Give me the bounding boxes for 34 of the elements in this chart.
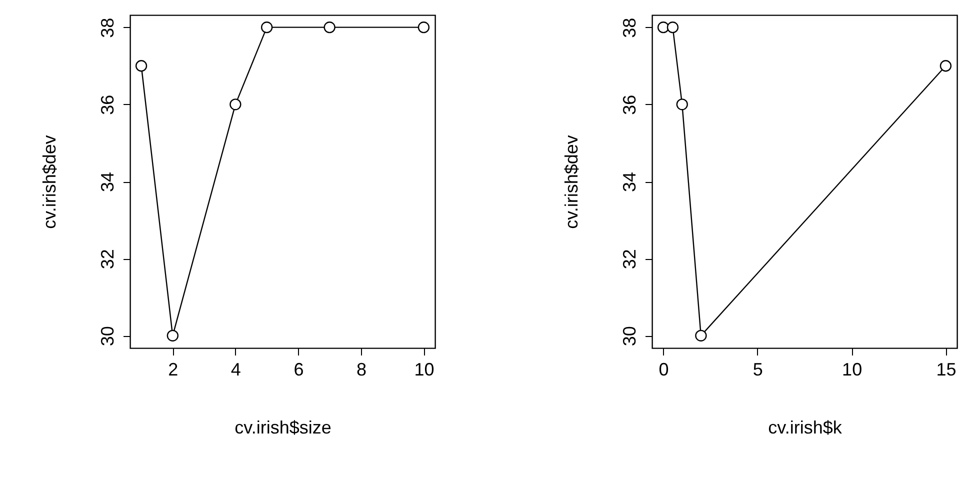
point xyxy=(166,330,179,342)
point xyxy=(230,98,242,110)
y-axis-title: cv.irish$dev xyxy=(40,135,60,229)
y-tick-label: 34 xyxy=(620,172,640,192)
y-tick-label: 32 xyxy=(98,249,118,270)
x-axis-title: cv.irish$k xyxy=(768,418,843,438)
y-tick-label: 38 xyxy=(98,18,118,38)
point xyxy=(940,60,952,72)
y-axis-title: cv.irish$dev xyxy=(562,135,582,229)
y-tick-label: 38 xyxy=(620,18,640,38)
point xyxy=(324,22,336,34)
x-tick-label: 2 xyxy=(168,360,178,380)
point xyxy=(666,22,679,34)
x-axis-title: cv.irish$size xyxy=(234,418,332,438)
point xyxy=(676,98,688,110)
x-tick-label: 15 xyxy=(936,360,956,380)
point xyxy=(657,22,670,34)
point xyxy=(135,60,148,72)
point xyxy=(260,22,273,34)
x-tick-label: 10 xyxy=(414,360,434,380)
y-tick-label: 36 xyxy=(620,94,640,115)
y-tick-label: 36 xyxy=(98,94,118,115)
y-tick-label: 34 xyxy=(98,172,118,192)
x-tick-label: 10 xyxy=(842,360,862,380)
y-tick-label: 32 xyxy=(620,249,640,270)
y-tick-label: 30 xyxy=(620,326,640,346)
point xyxy=(695,330,707,342)
x-tick-label: 8 xyxy=(356,360,366,380)
y-tick-label: 30 xyxy=(98,326,118,346)
x-tick-label: 0 xyxy=(658,360,669,380)
x-tick-label: 5 xyxy=(752,360,763,380)
x-tick-label: 6 xyxy=(294,360,304,380)
x-tick-label: 4 xyxy=(230,360,241,380)
point xyxy=(418,22,430,34)
